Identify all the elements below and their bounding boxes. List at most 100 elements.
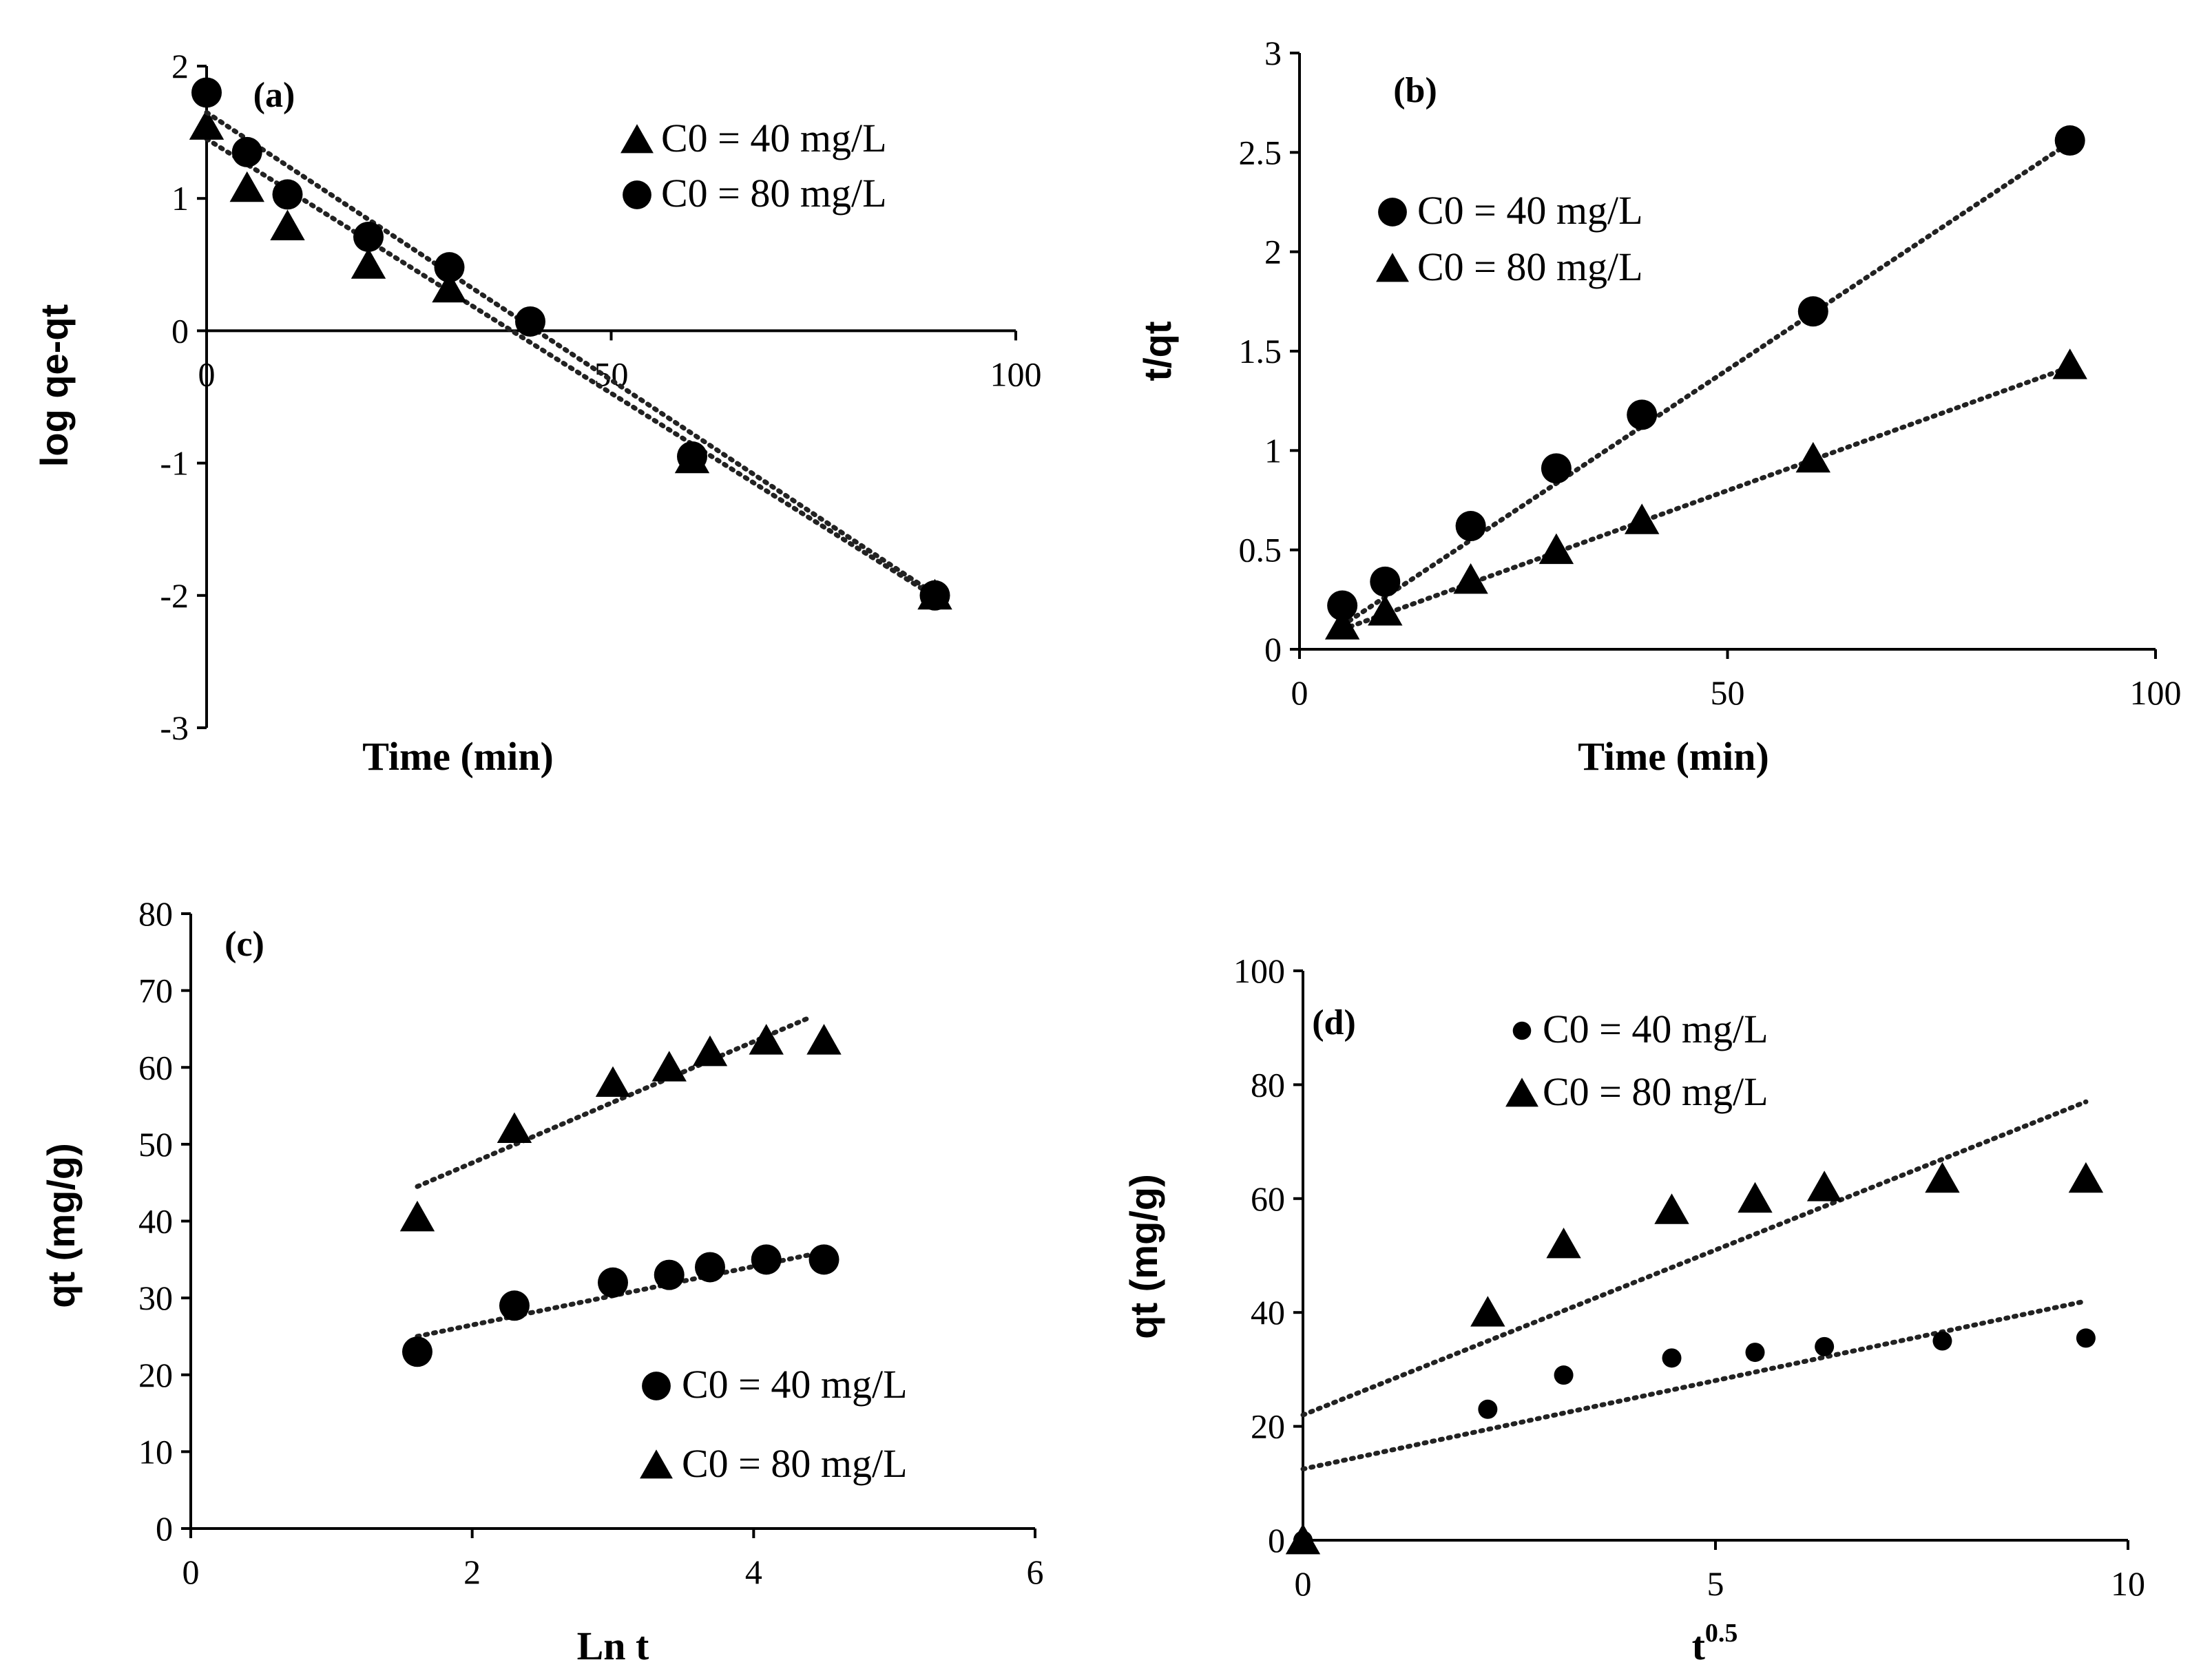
data-point <box>270 209 305 240</box>
data-point <box>654 1259 685 1290</box>
series-1 <box>1293 1299 2096 1550</box>
y-tick-label: 30 <box>138 1279 173 1317</box>
legend-label: C0 = 80 mg/L <box>1417 244 1643 289</box>
data-point <box>2052 348 2087 379</box>
trend-line <box>1300 1099 2089 1418</box>
y-axis-title: t/qt <box>1136 321 1179 381</box>
legend-marker <box>1505 1078 1538 1107</box>
x-tick-label: 100 <box>990 355 1042 393</box>
data-point <box>1538 533 1574 565</box>
y-axis-title: qt (mg/g) <box>39 1143 83 1308</box>
y-tick-label: -3 <box>160 708 189 747</box>
y-tick-label: 0 <box>1264 630 1282 669</box>
data-point <box>432 271 467 303</box>
y-tick-label: 1 <box>1264 431 1282 470</box>
legend-marker <box>623 180 651 209</box>
x-tick-label: 50 <box>1711 673 1745 712</box>
x-axis-title: t0.5 <box>1692 1619 1738 1668</box>
y-tick-label: 40 <box>1251 1293 1285 1332</box>
data-point <box>434 252 465 283</box>
data-point <box>749 1024 784 1055</box>
y-tick-label: 80 <box>1251 1065 1285 1104</box>
panel-label: (d) <box>1312 1003 1356 1042</box>
data-point <box>1815 1336 1835 1356</box>
y-tick-label: 40 <box>138 1202 173 1241</box>
data-point <box>808 1244 839 1275</box>
x-tick-label: 2 <box>463 1553 481 1591</box>
panel-c: 0 10 20 30 40 50 60 70 80 0 2 4 6 Ln t qt (mg/g) (c) C0 … <box>39 894 1044 1668</box>
y-tick-label: 1 <box>171 179 189 218</box>
x-axis-title-base: t <box>1692 1624 1706 1668</box>
x-tick-label: 4 <box>745 1553 762 1591</box>
data-point <box>272 179 303 210</box>
data-point <box>499 1290 530 1321</box>
x-tick-label: 0 <box>1291 673 1308 712</box>
data-point <box>1654 1193 1689 1224</box>
x-axis-title: Ln t <box>577 1624 649 1668</box>
data-point <box>1797 296 1828 327</box>
data-point <box>1324 609 1360 640</box>
data-point <box>651 1051 687 1082</box>
trend-line <box>1339 140 2073 628</box>
data-point <box>692 1035 728 1067</box>
y-axis-title: log qe-qt <box>32 304 76 467</box>
x-axis-title-superscript: 0.5 <box>1705 1619 1738 1648</box>
trend-line <box>415 1015 813 1189</box>
legend-marker <box>1512 1021 1532 1040</box>
data-point <box>919 580 950 611</box>
legend-marker <box>642 1372 671 1400</box>
data-point <box>189 109 225 140</box>
data-point <box>401 1336 432 1367</box>
data-point <box>1285 1524 1321 1555</box>
data-point <box>1925 1162 1960 1193</box>
y-tick-label: 50 <box>138 1125 173 1164</box>
x-tick-label: 10 <box>2111 1564 2145 1603</box>
data-point <box>515 306 545 337</box>
y-tick-label: 1.5 <box>1239 332 1282 370</box>
data-point <box>1795 441 1830 473</box>
x-tick-label: 5 <box>1707 1564 1724 1603</box>
series-1 <box>401 1244 839 1367</box>
data-point <box>353 221 384 252</box>
legend-label: C0 = 80 mg/L <box>1543 1069 1768 1114</box>
y-tick-label: 2.5 <box>1239 133 1282 171</box>
data-point <box>229 171 264 202</box>
y-tick-label: 0 <box>156 1509 173 1548</box>
data-point <box>231 136 262 167</box>
legend-marker <box>640 1449 673 1479</box>
x-axis-title: Time (min) <box>1578 734 1769 779</box>
trend-line <box>204 136 937 600</box>
panel-label: (b) <box>1393 71 1437 110</box>
legend-entry-2: C0 = 80 mg/L <box>623 171 887 216</box>
y-tick-label: 70 <box>138 972 173 1010</box>
y-tick-label: 10 <box>138 1432 173 1471</box>
y-tick-label: 0.5 <box>1239 531 1282 569</box>
y-tick-label: 2 <box>171 47 189 85</box>
data-point <box>2054 125 2085 156</box>
data-point <box>751 1244 782 1275</box>
y-axis-title: qt (mg/g) <box>1122 1174 1165 1338</box>
data-point <box>1368 595 1403 626</box>
trend-line <box>1300 1299 2089 1472</box>
data-point <box>1662 1348 1682 1368</box>
legend-label: C0 = 40 mg/L <box>1417 188 1643 233</box>
data-point <box>1455 511 1486 542</box>
legend-label: C0 = 40 mg/L <box>682 1362 908 1407</box>
series-2 <box>399 1015 842 1232</box>
y-tick-label: -2 <box>160 576 189 615</box>
data-point <box>1478 1399 1498 1419</box>
x-tick-label: 100 <box>2130 673 2182 712</box>
y-tick-label: 2 <box>1264 233 1282 271</box>
data-point <box>1546 1227 1581 1259</box>
legend-entry-2: C0 = 80 mg/L <box>1505 1069 1768 1114</box>
trend-line <box>1339 364 2073 632</box>
x-tick-label: 0 <box>198 355 216 393</box>
data-point <box>399 1200 435 1232</box>
data-point <box>1327 590 1358 621</box>
panel-b: 0 0.5 1 1.5 2 2.5 3 0 50 100 Time (min) t/qt (b) C0 =… <box>1136 34 2182 779</box>
y-tick-label: 80 <box>138 894 173 933</box>
series-2 <box>1324 348 2087 640</box>
data-point <box>1932 1331 1952 1351</box>
y-tick-label: 20 <box>138 1356 173 1394</box>
